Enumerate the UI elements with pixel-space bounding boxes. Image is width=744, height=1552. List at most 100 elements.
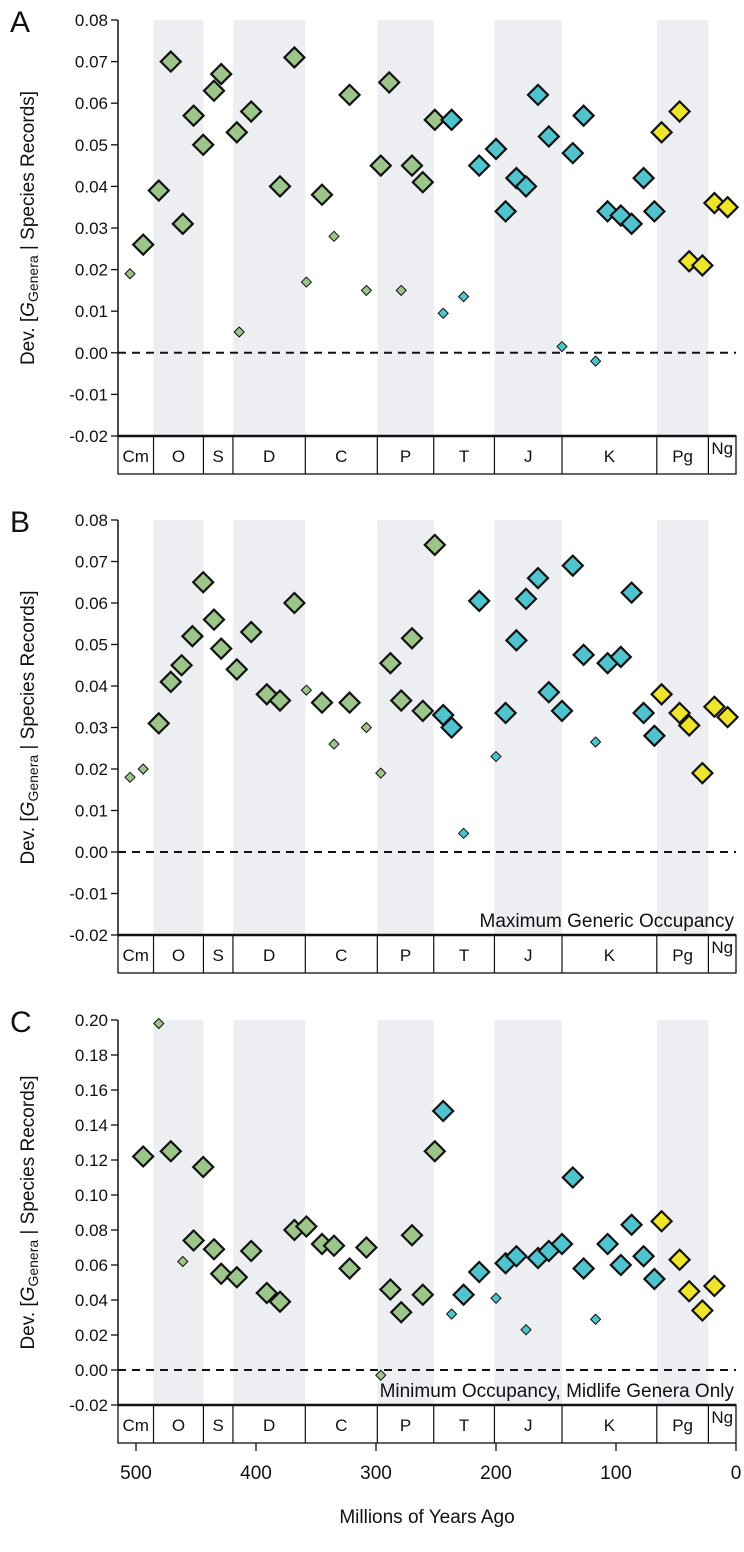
data-point [300,684,313,696]
period-label: D [263,1416,275,1435]
period-strip [117,435,737,475]
x-tick-label: 300 [360,1463,392,1484]
period-label: J [524,447,533,466]
data-point [400,154,424,178]
period-label: Ng [711,439,733,458]
panel-label: C [10,1006,32,1039]
data-point [537,680,561,704]
data-point [338,691,362,715]
data-point [310,183,334,207]
data-point [147,179,171,203]
data-point [490,750,502,763]
period-label: Ng [711,1408,733,1427]
data-point [369,154,393,178]
y-tick-label: 0.05 [75,636,108,655]
y-axis-title: Dev. [GGenera | Species Records] [18,590,41,864]
y-tick-label: 0.01 [75,802,108,821]
data-point [294,1214,318,1239]
data-point [191,570,215,594]
data-point [668,99,692,124]
data-point [147,711,171,735]
data-point [467,154,491,178]
data-point [550,699,574,723]
data-point [400,626,424,650]
y-title-subscript: Genera [25,1240,41,1287]
data-point [457,290,470,303]
y-tick-label: 0.07 [75,553,108,572]
y-tick-label: 0.10 [75,1186,108,1205]
data-point [124,771,136,784]
data-point [702,695,726,719]
data-point [690,253,714,277]
data-point [514,174,538,198]
y-tick-label: 0.03 [75,219,108,238]
period-label: O [172,1416,185,1435]
period-label: C [335,447,347,466]
data-point [268,174,292,198]
data-point [572,643,596,667]
data-point [225,1265,249,1289]
period-label: O [172,447,185,466]
y-tick-label: 0.06 [75,94,108,113]
panel-label: B [10,506,30,539]
data-point [137,763,149,775]
data-point [561,1165,585,1190]
data-point [596,1232,620,1256]
data-point [171,212,195,236]
period-label: O [172,946,185,965]
data-point [620,1213,644,1237]
data-point [467,1260,491,1284]
period-label: T [459,1416,469,1435]
period-label: Cm [123,447,149,466]
y-axis-title: Dev. [GGenera | Species Records] [18,1075,41,1349]
period-label: C [335,946,347,965]
data-point [445,1308,458,1320]
data-point [375,767,387,779]
data-point [209,62,233,86]
y-tick-label: -0.01 [69,885,108,904]
data-point [170,653,194,677]
period-label: Cm [123,946,149,965]
y-tick-label: 0.04 [75,677,108,696]
data-point [632,166,656,190]
period-strip [117,934,737,974]
y-tick-label: 0.00 [75,843,108,862]
x-tick-label: 500 [120,1463,152,1484]
data-point [159,50,183,74]
y-tick-label: 0.03 [75,719,108,738]
data-point [440,715,464,740]
data-point [467,589,491,613]
data-point [191,1155,215,1179]
data-point [338,1256,362,1281]
period-shade [656,1020,709,1405]
data-point [378,651,402,675]
data-point [360,284,373,297]
data-point [300,276,313,288]
data-point [395,284,407,297]
period-label: P [400,1416,411,1435]
y-tick-label: 0.02 [75,261,108,280]
period-label: S [213,1416,224,1435]
y-tick-label: 0.02 [75,1326,108,1345]
period-label: J [524,946,533,965]
period-label: Pg [672,946,693,965]
y-tick-label: -0.02 [69,1396,108,1415]
y-title-suffix: | Species Records] [18,590,39,754]
data-point [282,591,306,615]
data-point [690,761,714,785]
data-point [504,1244,528,1268]
y-tick-label: 0.08 [75,11,108,30]
y-tick-label: 0.04 [75,1291,108,1310]
data-point [572,104,596,128]
period-label: P [400,447,411,466]
data-point [202,1237,226,1261]
data-point [225,120,249,144]
y-axis-title: Dev. [GGenera | Species Records] [18,91,41,365]
y-title-prefix: Dev. [ [18,1301,39,1350]
period-shade [153,1020,204,1405]
data-point [620,212,644,236]
data-point [423,108,447,132]
y-title-suffix: | Species Records] [18,91,39,255]
period-label: D [263,447,275,466]
y-tick-label: 0.12 [75,1151,108,1170]
